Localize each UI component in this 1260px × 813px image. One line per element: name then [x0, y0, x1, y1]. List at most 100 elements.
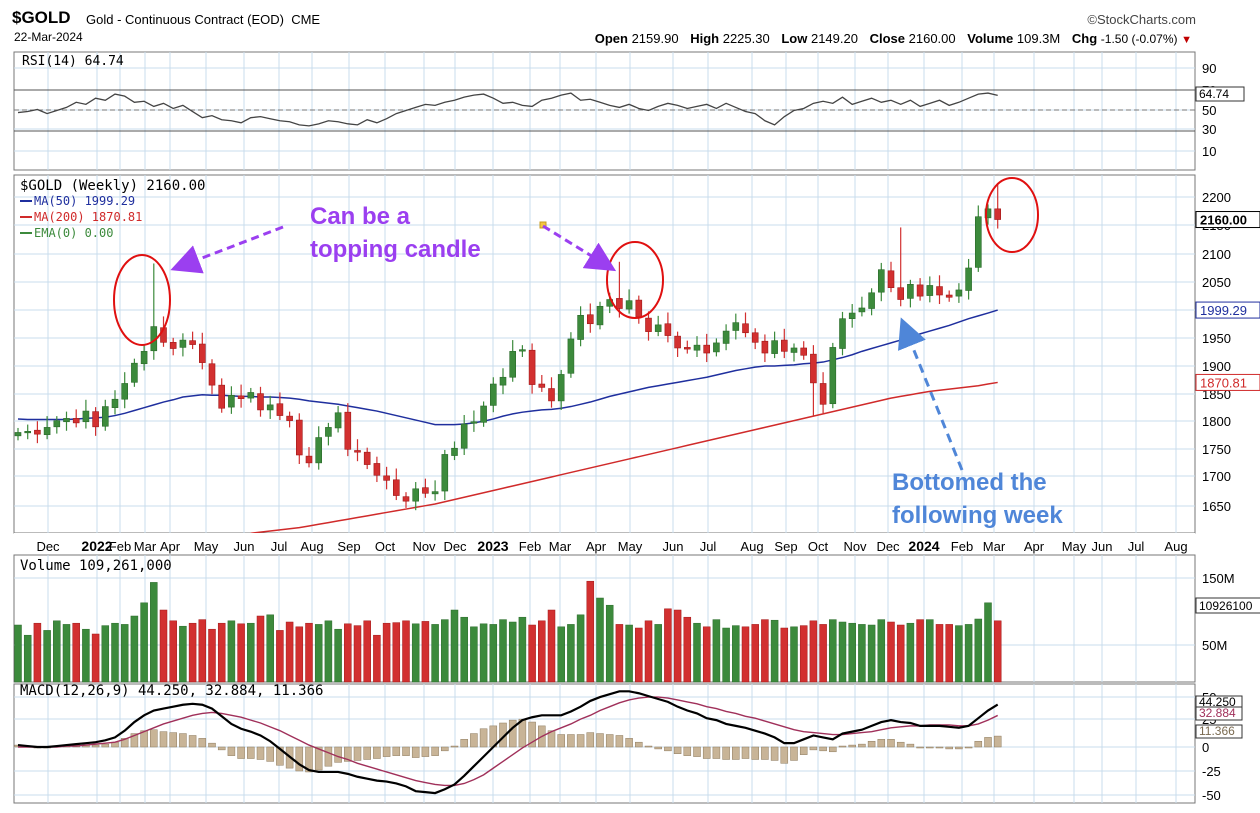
macd-histogram-bar [411, 746, 420, 758]
volume-bar [53, 620, 61, 683]
candle-body [169, 342, 177, 349]
macd-histogram-bar [906, 743, 915, 748]
x-axis-label: 2023 [477, 538, 508, 554]
macd-histogram-bar [751, 746, 759, 760]
candle-body [208, 363, 216, 386]
candle-body [315, 437, 323, 464]
candle-body [431, 491, 439, 495]
volume-bar [615, 624, 624, 683]
rsi-panel: RSI(14) 64.74907050301064.74 [13, 51, 1245, 171]
price-last-label: 1870.81 [1200, 375, 1247, 390]
price-tick-label: 1800 [1202, 414, 1231, 429]
candle-body [412, 488, 420, 502]
price-title: $GOLD (Weekly) 2160.00 [20, 178, 205, 194]
candle-body [713, 342, 720, 353]
volume-bar [974, 618, 983, 683]
volume-bar [188, 622, 197, 683]
topping-arrow-1 [170, 225, 284, 274]
volume-bar [654, 624, 662, 683]
x-axis-label: 2022 [81, 538, 112, 554]
macd-histogram-bar [964, 746, 973, 749]
volume-bar [217, 622, 226, 683]
candle-body [189, 340, 196, 345]
macd-histogram-bar [945, 746, 953, 750]
price-tick-label: 2050 [1202, 275, 1231, 290]
macd-histogram-bar [586, 732, 595, 748]
candle-body [392, 479, 400, 496]
volume-bar [353, 625, 362, 683]
volume-bar [538, 620, 546, 683]
volume-bar [858, 624, 866, 683]
volume-bar [382, 622, 391, 683]
candle-body [460, 423, 468, 449]
candle-body [722, 330, 730, 344]
volume-bar [848, 622, 856, 683]
macd-histogram-bar [217, 746, 226, 751]
x-axis-label: Aug [1164, 539, 1187, 554]
macd-histogram-bar [770, 746, 779, 761]
description-text: Gold - Continuous Contract (EOD) [86, 12, 284, 27]
bottomed-text-line2: following week [892, 502, 1063, 529]
x-axis-label: Apr [586, 539, 607, 554]
candle-body [199, 343, 206, 363]
macd-histogram-bar [528, 721, 536, 748]
volume-bar [712, 619, 721, 683]
macd-histogram-bar [780, 746, 789, 764]
candle-body [179, 339, 187, 348]
topping-circle-2 [606, 241, 664, 319]
volume-bar [926, 619, 934, 683]
candle-body [325, 427, 332, 437]
candle-body [819, 383, 827, 405]
x-axis-label: Oct [808, 539, 829, 554]
volume-bar [867, 624, 876, 683]
candle-body [839, 318, 846, 349]
volume-bar [14, 624, 22, 683]
macd-histogram-bar [130, 733, 139, 748]
candle-body [936, 286, 943, 296]
low-label: Low [781, 31, 808, 46]
legend-item: MA(50) 1999.29 [34, 194, 135, 208]
x-axis-label: Dec [443, 539, 467, 554]
macd-histogram-bar [421, 746, 430, 757]
volume-bar [916, 619, 924, 683]
candle-body [596, 305, 604, 326]
candle-body [635, 299, 643, 318]
volume-bar [508, 621, 517, 683]
macd-histogram-bar [314, 746, 323, 771]
price-last-box [1195, 301, 1260, 319]
volume-bar [285, 621, 294, 683]
candle-body [140, 351, 148, 365]
bottomed-text-line1: Bottomed the [892, 469, 1047, 496]
volume-bar [159, 609, 168, 683]
close-value: 2160.00 [908, 31, 956, 46]
candle-body [489, 383, 497, 406]
chg-label: Chg [1071, 31, 1098, 46]
volume-bar [644, 620, 653, 683]
candle-body [984, 208, 992, 219]
candle-body [63, 418, 70, 423]
macd-histogram-bar [188, 735, 197, 748]
volume-bar [363, 620, 371, 683]
symbol-description: Gold - Continuous Contract (EOD) CME [86, 12, 320, 27]
macd-histogram-bar [644, 745, 653, 748]
volume-bar [227, 620, 236, 683]
candle-body [848, 312, 856, 319]
macd-histogram-bar [450, 745, 459, 748]
price-tick-label: 2200 [1202, 190, 1231, 205]
volume-bar [91, 633, 100, 683]
candle-body [237, 395, 245, 399]
candle-body [344, 411, 352, 450]
brand-link[interactable]: ©StockCharts.com [1087, 12, 1196, 27]
rsi-frame [13, 51, 1196, 171]
candle-body [509, 351, 517, 378]
candle-body [422, 487, 429, 494]
macd-histogram-bar [877, 739, 886, 748]
candle-body [625, 300, 633, 310]
candle-body [131, 362, 138, 383]
candle-body [305, 455, 313, 464]
candle-body [354, 450, 361, 453]
volume-bar [470, 626, 478, 683]
x-axis-label: Jun [663, 539, 684, 554]
candle-body [683, 347, 691, 350]
macd-histogram-bar [441, 746, 449, 752]
